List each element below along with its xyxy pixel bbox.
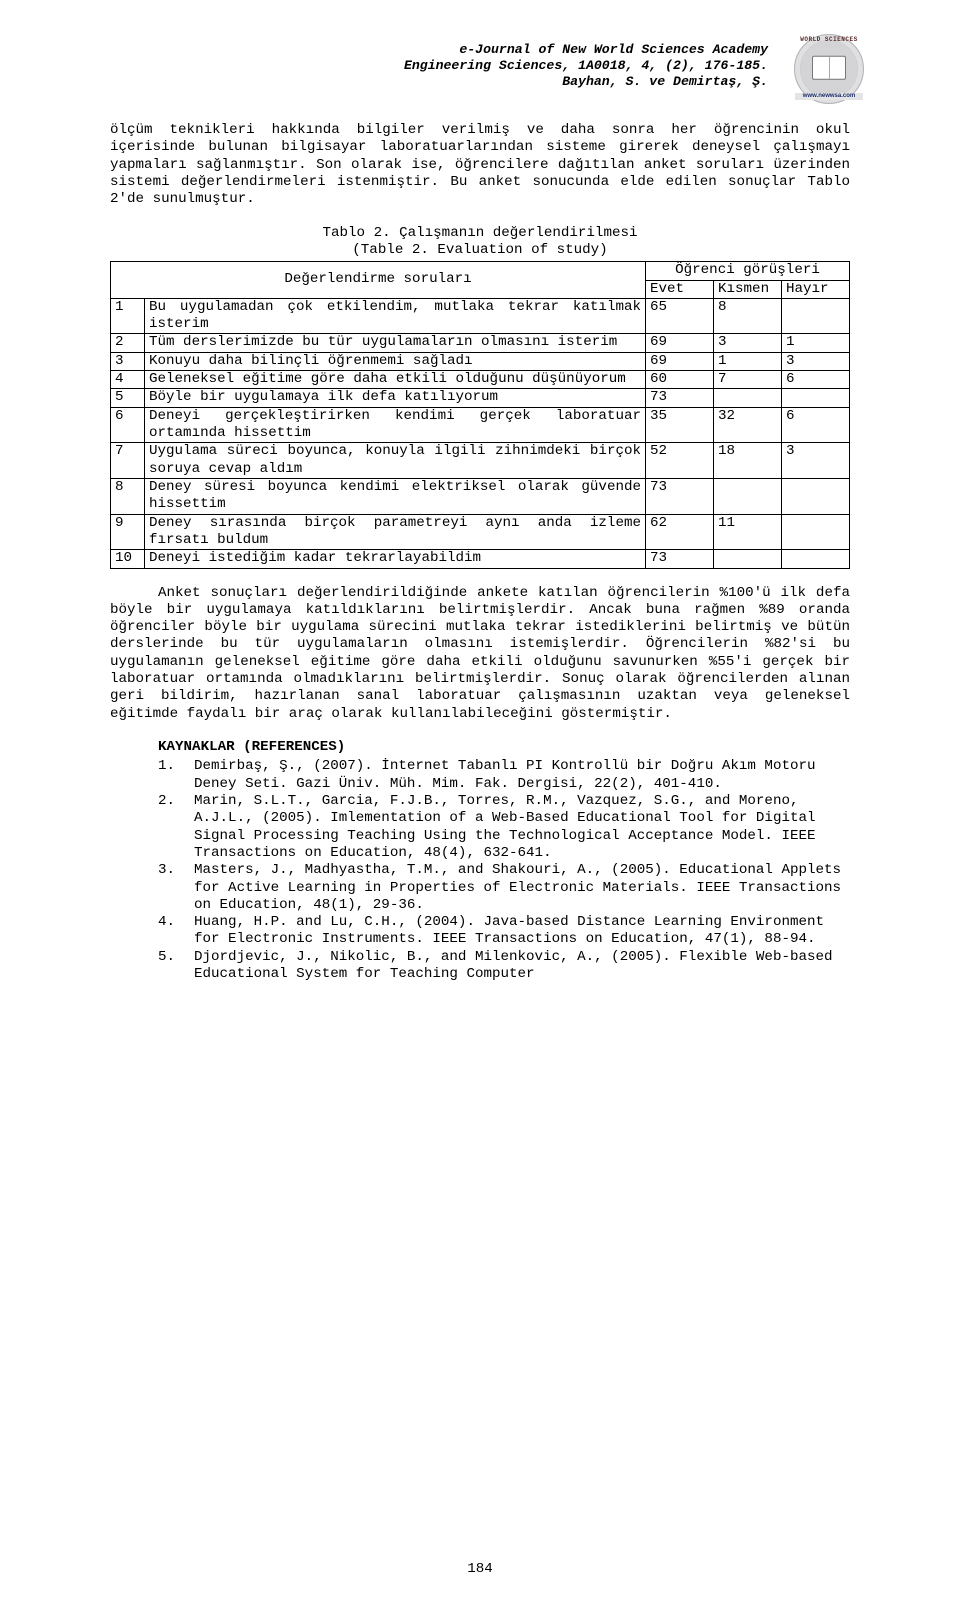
reference-item: Demirbaş, Ş., (2007). İnternet Tabanlı P… — [110, 758, 850, 793]
row-question: Uygulama süreci boyunca, konuyla ilgili … — [145, 443, 646, 479]
row-yes: 73 — [646, 550, 714, 568]
row-question: Böyle bir uygulamaya ilk defa katılıyoru… — [145, 389, 646, 407]
row-index: 7 — [111, 443, 145, 479]
header-yes: Evet — [646, 280, 714, 298]
row-index: 6 — [111, 407, 145, 443]
row-partial: 3 — [714, 334, 782, 352]
row-index: 2 — [111, 334, 145, 352]
table-row: 2Tüm derslerimizde bu tür uygulamaların … — [111, 334, 850, 352]
reference-item: Marin, S.L.T., Garcia, F.J.B., Torres, R… — [110, 793, 850, 862]
logo-badge-icon: WORLD SCIENCES www.newwsa.com — [794, 34, 864, 104]
row-no — [782, 298, 850, 334]
row-no: 3 — [782, 443, 850, 479]
journal-name: e-Journal of New World Sciences Academy — [110, 42, 768, 58]
row-index: 10 — [111, 550, 145, 568]
row-index: 1 — [111, 298, 145, 334]
header-partial: Kısmen — [714, 280, 782, 298]
row-partial — [714, 478, 782, 514]
running-header: e-Journal of New World Sciences Academy … — [110, 40, 850, 102]
table-row: 1Bu uygulamadan çok etkilendim, mutlaka … — [111, 298, 850, 334]
journal-logo: WORLD SCIENCES www.newwsa.com — [794, 34, 862, 102]
book-icon — [812, 56, 846, 80]
table-caption-en: (Table 2. Evaluation of study) — [110, 242, 850, 259]
row-partial: 1 — [714, 352, 782, 370]
page: e-Journal of New World Sciences Academy … — [0, 0, 960, 1604]
table-row: 6Deneyi gerçekleştirirken kendimi gerçek… — [111, 407, 850, 443]
row-partial: 18 — [714, 443, 782, 479]
paragraph-2: Anket sonuçları değerlendirildiğinde ank… — [110, 585, 850, 724]
logo-url: www.newwsa.com — [795, 93, 863, 100]
row-partial: 8 — [714, 298, 782, 334]
row-index: 4 — [111, 371, 145, 389]
table-caption-tr: Tablo 2. Çalışmanın değerlendirilmesi — [110, 225, 850, 242]
row-no: 6 — [782, 371, 850, 389]
paragraph-1: ölçüm teknikleri hakkında bilgiler veril… — [110, 122, 850, 209]
row-yes: 69 — [646, 352, 714, 370]
table-row: 8Deney süresi boyunca kendimi elektrikse… — [111, 478, 850, 514]
row-index: 8 — [111, 478, 145, 514]
header-no: Hayır — [782, 280, 850, 298]
header-text: e-Journal of New World Sciences Academy … — [110, 40, 850, 90]
row-question: Geleneksel eğitime göre daha etkili oldu… — [145, 371, 646, 389]
row-index: 9 — [111, 514, 145, 550]
journal-issue: Engineering Sciences, 1A0018, 4, (2), 17… — [110, 58, 768, 74]
table-caption: Tablo 2. Çalışmanın değerlendirilmesi (T… — [110, 225, 850, 260]
row-no — [782, 514, 850, 550]
row-question: Tüm derslerimizde bu tür uygulamaların o… — [145, 334, 646, 352]
row-index: 3 — [111, 352, 145, 370]
row-index: 5 — [111, 389, 145, 407]
row-no: 6 — [782, 407, 850, 443]
row-partial: 11 — [714, 514, 782, 550]
evaluation-table: Değerlendirme soruları Öğrenci görüşleri… — [110, 261, 850, 568]
row-no: 3 — [782, 352, 850, 370]
row-yes: 52 — [646, 443, 714, 479]
row-question: Bu uygulamadan çok etkilendim, mutlaka t… — [145, 298, 646, 334]
table-row: 5Böyle bir uygulamaya ilk defa katılıyor… — [111, 389, 850, 407]
row-question: Deney süresi boyunca kendimi elektriksel… — [145, 478, 646, 514]
table-row: 3Konuyu daha bilinçli öğrenmemi sağladı6… — [111, 352, 850, 370]
table-row: 9Deney sırasında birçok parametreyi aynı… — [111, 514, 850, 550]
header-opinions: Öğrenci görüşleri — [646, 262, 850, 280]
row-question: Konuyu daha bilinçli öğrenmemi sağladı — [145, 352, 646, 370]
reference-item: Djordjevic, J., Nikolic, B., and Milenko… — [110, 949, 850, 984]
references-heading: KAYNAKLAR (REFERENCES) — [110, 739, 850, 756]
row-question: Deneyi istediğim kadar tekrarlayabildim — [145, 550, 646, 568]
header-questions: Değerlendirme soruları — [111, 262, 646, 299]
reference-item: Huang, H.P. and Lu, C.H., (2004). Java-b… — [110, 914, 850, 949]
table-row: 10Deneyi istediğim kadar tekrarlayabildi… — [111, 550, 850, 568]
row-yes: 65 — [646, 298, 714, 334]
row-no — [782, 389, 850, 407]
reference-item: Masters, J., Madhyastha, T.M., and Shako… — [110, 862, 850, 914]
references-list: Demirbaş, Ş., (2007). İnternet Tabanlı P… — [110, 758, 850, 983]
page-number: 184 — [0, 1561, 960, 1578]
row-no: 1 — [782, 334, 850, 352]
table-header-row-1: Değerlendirme soruları Öğrenci görüşleri — [111, 262, 850, 280]
row-partial: 32 — [714, 407, 782, 443]
row-no — [782, 550, 850, 568]
row-yes: 69 — [646, 334, 714, 352]
row-yes: 73 — [646, 478, 714, 514]
row-yes: 60 — [646, 371, 714, 389]
row-yes: 62 — [646, 514, 714, 550]
row-question: Deney sırasında birçok parametreyi aynı … — [145, 514, 646, 550]
row-partial — [714, 550, 782, 568]
row-question: Deneyi gerçekleştirirken kendimi gerçek … — [145, 407, 646, 443]
logo-ring-text: WORLD SCIENCES — [795, 36, 863, 43]
row-partial — [714, 389, 782, 407]
row-yes: 73 — [646, 389, 714, 407]
row-no — [782, 478, 850, 514]
row-partial: 7 — [714, 371, 782, 389]
table-row: 7Uygulama süreci boyunca, konuyla ilgili… — [111, 443, 850, 479]
row-yes: 35 — [646, 407, 714, 443]
table-row: 4Geleneksel eğitime göre daha etkili old… — [111, 371, 850, 389]
authors: Bayhan, S. ve Demirtaş, Ş. — [110, 74, 768, 90]
